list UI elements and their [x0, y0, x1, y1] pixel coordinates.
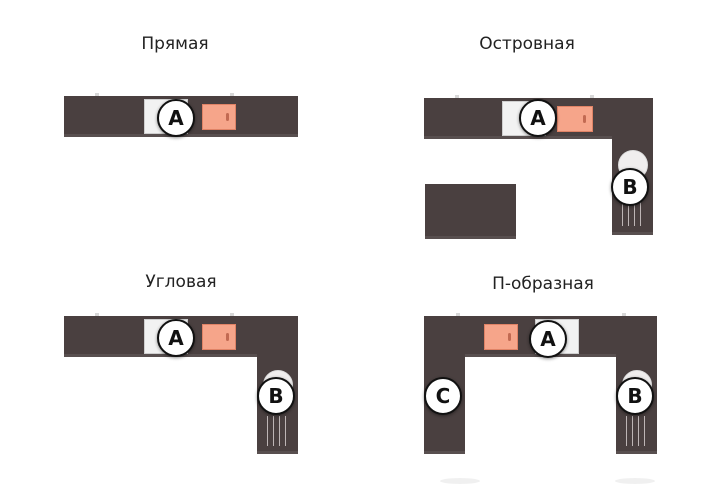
stove-grill — [263, 416, 291, 446]
cutting-board — [484, 324, 518, 350]
cutting-board — [202, 104, 236, 130]
zone-badge-b: B — [616, 377, 654, 415]
handle-mark — [230, 313, 234, 316]
cutting-board — [202, 324, 236, 350]
layout-title: Островная — [479, 34, 575, 54]
handle-mark — [95, 93, 99, 96]
floor-shadow — [440, 478, 480, 484]
floor-shadow — [615, 478, 655, 484]
zone-badge-b: B — [611, 168, 649, 206]
zone-badge-c: C — [424, 377, 462, 415]
layout-title: Угловая — [145, 272, 217, 292]
zone-badge-a: A — [157, 99, 195, 137]
cutting-board — [557, 106, 593, 132]
zone-badge-a: A — [529, 320, 567, 358]
zone-badge-b: B — [257, 377, 295, 415]
handle-mark — [230, 93, 234, 96]
zone-badge-a: A — [157, 319, 195, 357]
handle-mark — [590, 95, 594, 98]
handle-mark — [455, 95, 459, 98]
stove-grill — [622, 416, 650, 446]
handle-mark — [456, 313, 460, 316]
zone-badge-a: A — [519, 99, 557, 137]
handle-mark — [95, 313, 99, 316]
island-counter — [425, 184, 516, 239]
layout-title: П-образная — [492, 274, 594, 294]
layout-title: Прямая — [141, 34, 209, 54]
stove-grill — [618, 198, 646, 226]
handle-mark — [622, 313, 626, 316]
